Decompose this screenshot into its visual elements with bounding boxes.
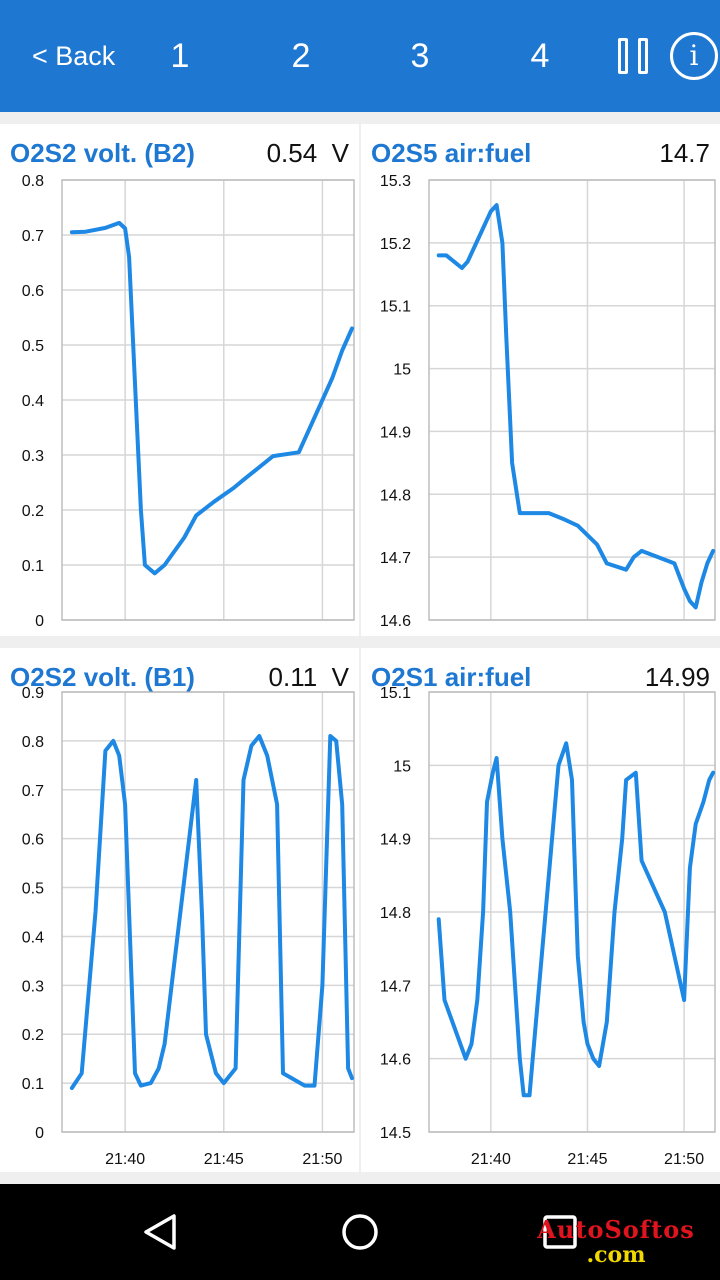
chart-panel-o2s2-b2: 00.10.20.30.40.50.60.70.821:4021:4521:50… bbox=[0, 124, 359, 636]
y-tick-label: 14.9 bbox=[380, 424, 411, 441]
plot-frame bbox=[61, 179, 355, 621]
y-tick-label: 14.7 bbox=[380, 550, 411, 567]
x-tick-label: 21:45 bbox=[567, 1151, 607, 1168]
y-tick-label: 15.3 bbox=[380, 173, 411, 190]
page-tab-2[interactable]: 2 bbox=[291, 37, 311, 75]
plot-frame bbox=[428, 691, 716, 1133]
panel-title: O2S2 volt. (B1) bbox=[10, 662, 195, 692]
series-line bbox=[69, 734, 354, 1090]
y-tick-label: 0.6 bbox=[22, 283, 44, 300]
chart-panel-o2s2-b1: 0 0.1 0.2 0.3 0.4 0.5 0.6 0.7 0.8 0.9 21:40 21:45 21… bbox=[0, 648, 359, 1172]
info-icon[interactable]: i bbox=[670, 32, 718, 80]
y-tick-label: 15.1 bbox=[380, 299, 411, 316]
y-tick-label: 0.5 bbox=[22, 881, 44, 898]
y-tick-label: 14.6 bbox=[380, 1052, 411, 1069]
panel-value: 14.99 bbox=[644, 662, 710, 692]
panel-value: 0.11 V bbox=[268, 662, 349, 692]
y-tick-label: 0.7 bbox=[22, 783, 44, 800]
y-tick-label: 0.3 bbox=[22, 448, 44, 465]
y-tick-label: 0.1 bbox=[22, 1076, 44, 1093]
circle-home-icon[interactable] bbox=[340, 1212, 380, 1252]
x-tick-label: 21:40 bbox=[471, 1151, 511, 1168]
y-tick-label: 0.4 bbox=[22, 929, 44, 946]
x-tick-label: 21:50 bbox=[664, 1151, 704, 1168]
panel-title: O2S2 volt. (B2) bbox=[10, 138, 195, 168]
panel-value: 14.7 bbox=[659, 138, 710, 168]
chart-panel-o2s1-af: 14.5 14.6 14.7 14.8 14.9 15 15.1 21:40 21:45 21:5… bbox=[361, 648, 720, 1172]
y-tick-label: 0.8 bbox=[22, 734, 44, 751]
x-tick-label: 21:50 bbox=[302, 1151, 342, 1168]
y-tick-label: 14.6 bbox=[380, 613, 411, 630]
x-tick-label: 21:45 bbox=[204, 1151, 244, 1168]
y-tick-label: 0.8 bbox=[22, 173, 44, 190]
y-tick-label: 14.7 bbox=[380, 978, 411, 995]
y-tick-label: 0.2 bbox=[22, 503, 44, 520]
chart-o2s1-af: 14.5 14.6 14.7 14.8 14.9 15 15.1 21:40 21:45 21:5… bbox=[380, 685, 716, 1168]
y-tick-label: 0.1 bbox=[22, 558, 44, 575]
triangle-back-icon[interactable] bbox=[140, 1212, 180, 1252]
page-tab-3[interactable]: 3 bbox=[410, 37, 430, 75]
chart-panel-o2s5-af: 14.614.714.814.91515.115.215.321:4021:45… bbox=[361, 124, 720, 636]
chart-o2s2-b1: 0 0.1 0.2 0.3 0.4 0.5 0.6 0.7 0.8 0.9 21:40 21:45 21… bbox=[22, 685, 355, 1168]
y-tick-label: 0.5 bbox=[22, 338, 44, 355]
y-tick-label: 14.8 bbox=[380, 487, 411, 504]
y-tick-label: 0.4 bbox=[22, 393, 44, 410]
chart-o2s5-af: 14.614.714.814.91515.115.215.321:4021:45… bbox=[380, 173, 716, 630]
panel-title: O2S5 air:fuel bbox=[371, 138, 532, 168]
series-line bbox=[69, 220, 354, 576]
y-tick-label: 14.8 bbox=[380, 905, 411, 922]
system-nav-bar bbox=[0, 1184, 720, 1280]
y-tick-label: 0 bbox=[35, 1125, 44, 1142]
y-tick-label: 15 bbox=[393, 758, 411, 775]
y-tick-label: 0.7 bbox=[22, 228, 44, 245]
top-app-bar: < Back 1 2 3 4 i bbox=[0, 0, 720, 112]
series-line bbox=[436, 203, 716, 610]
panel-title: O2S1 air:fuel bbox=[371, 662, 532, 692]
y-tick-label: 0.2 bbox=[22, 1027, 44, 1044]
page-tab-1[interactable]: 1 bbox=[170, 37, 190, 75]
page-tab-4[interactable]: 4 bbox=[530, 37, 550, 75]
charts-area: 0 0.1 0.2 0.3 0.4 0.5 0.6 0.7 0.8 21:40 21:45 21:50… bbox=[0, 112, 720, 1184]
watermark: AutoSoftos .com bbox=[516, 1215, 716, 1268]
x-tick-label: 21:40 bbox=[105, 1151, 145, 1168]
y-tick-label: 15.2 bbox=[380, 236, 411, 253]
y-tick-label: 0 bbox=[35, 613, 44, 630]
y-tick-label: 14.9 bbox=[380, 832, 411, 849]
y-tick-label: 15 bbox=[393, 362, 411, 379]
series-line bbox=[436, 741, 716, 1098]
pause-icon[interactable] bbox=[618, 38, 648, 74]
square-recents-icon[interactable] bbox=[540, 1212, 580, 1252]
y-tick-label: 0.6 bbox=[22, 832, 44, 849]
y-tick-label: 0.9 bbox=[22, 685, 44, 702]
back-button[interactable]: < Back bbox=[32, 41, 116, 71]
watermark-line1: AutoSoftos bbox=[537, 1215, 695, 1244]
plot-frame bbox=[61, 691, 355, 1133]
y-tick-label: 14.5 bbox=[380, 1125, 411, 1142]
panel-value: 0.54 V bbox=[266, 138, 349, 168]
y-tick-label: 0.3 bbox=[22, 978, 44, 995]
plot-frame bbox=[428, 179, 716, 621]
y-tick-label: 15.1 bbox=[380, 685, 411, 702]
watermark-line2: .com bbox=[586, 1242, 646, 1268]
